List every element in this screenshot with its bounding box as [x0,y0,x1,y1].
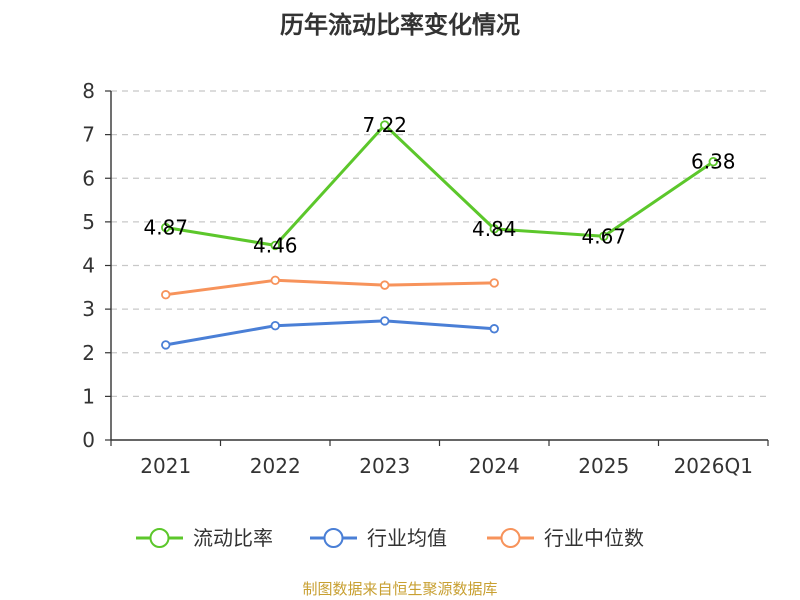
axes: 0 1 2 3 4 5 6 7 8 2021 2022 2023 2024 2025 2026Q1 [82,79,769,478]
legend-marker-1 [323,528,344,548]
series-line-1 [165,319,495,347]
point-s0-2025 [599,231,609,241]
y-tick-label-1: 1 [82,384,95,408]
x-tick-label-2021: 2021 [140,454,191,478]
x-tick-label-2023: 2023 [359,454,410,478]
data-label-2024: 4.84 [472,217,517,241]
data-label-2022: 4.46 [253,233,298,257]
legend-label-0: 流动比率 [193,526,273,550]
point-s0-2024 [489,224,499,234]
y-tick-label-0: 0 [82,428,95,452]
x-tick-label-2024: 2024 [469,454,520,478]
legend-label-1: 行业均值 [367,526,447,550]
point-s2-2024 [489,278,499,288]
point-s2-2022 [270,275,280,286]
point-s1-2021 [161,340,171,350]
y-tick-label-2: 2 [82,341,95,365]
point-s2-2021 [161,290,171,300]
point-s2-2023 [380,280,390,290]
point-s0-2022 [270,240,280,251]
point-s0-2021 [161,222,171,233]
y-tick-label-5: 5 [82,210,95,234]
point-s1-2023 [380,316,390,326]
data-label-2023: 7.22 [362,113,407,137]
data-label-2021: 4.87 [143,216,188,240]
data-labels: 4.87 4.46 7.22 4.84 4.67 6.38 [143,113,735,257]
series-line-2 [165,278,495,297]
data-label-2025: 4.67 [581,224,626,248]
legend-marker-0 [149,528,170,548]
x-tick-label-2026Q1: 2026Q1 [674,454,753,478]
x-tick-label-2025: 2025 [578,454,629,478]
y-tick-label-7: 7 [82,123,95,147]
point-s1-2022 [270,321,280,331]
y-tick-label-3: 3 [82,297,95,321]
point-s0-2023 [380,120,390,130]
y-tick-label-4: 4 [82,254,95,278]
legend: 流动比率 行业均值 行业中位数 [136,526,644,550]
grid-lines [111,90,768,397]
data-label-2026Q1: 6.38 [691,150,736,174]
y-tick-label-6: 6 [82,166,95,190]
legend-label-2: 行业中位数 [544,526,644,550]
legend-marker-2 [500,528,521,548]
x-tick-label-2022: 2022 [250,454,301,478]
series-line-0 [165,123,715,247]
y-tick-label-8: 8 [82,79,95,103]
point-s0-2026Q1 [708,156,718,167]
series-layer [161,120,718,350]
source-note: 制图数据来自恒生聚源数据库 [302,580,497,598]
chart-title: 历年流动比率变化情况 [280,11,520,39]
point-s1-2024 [489,324,499,334]
